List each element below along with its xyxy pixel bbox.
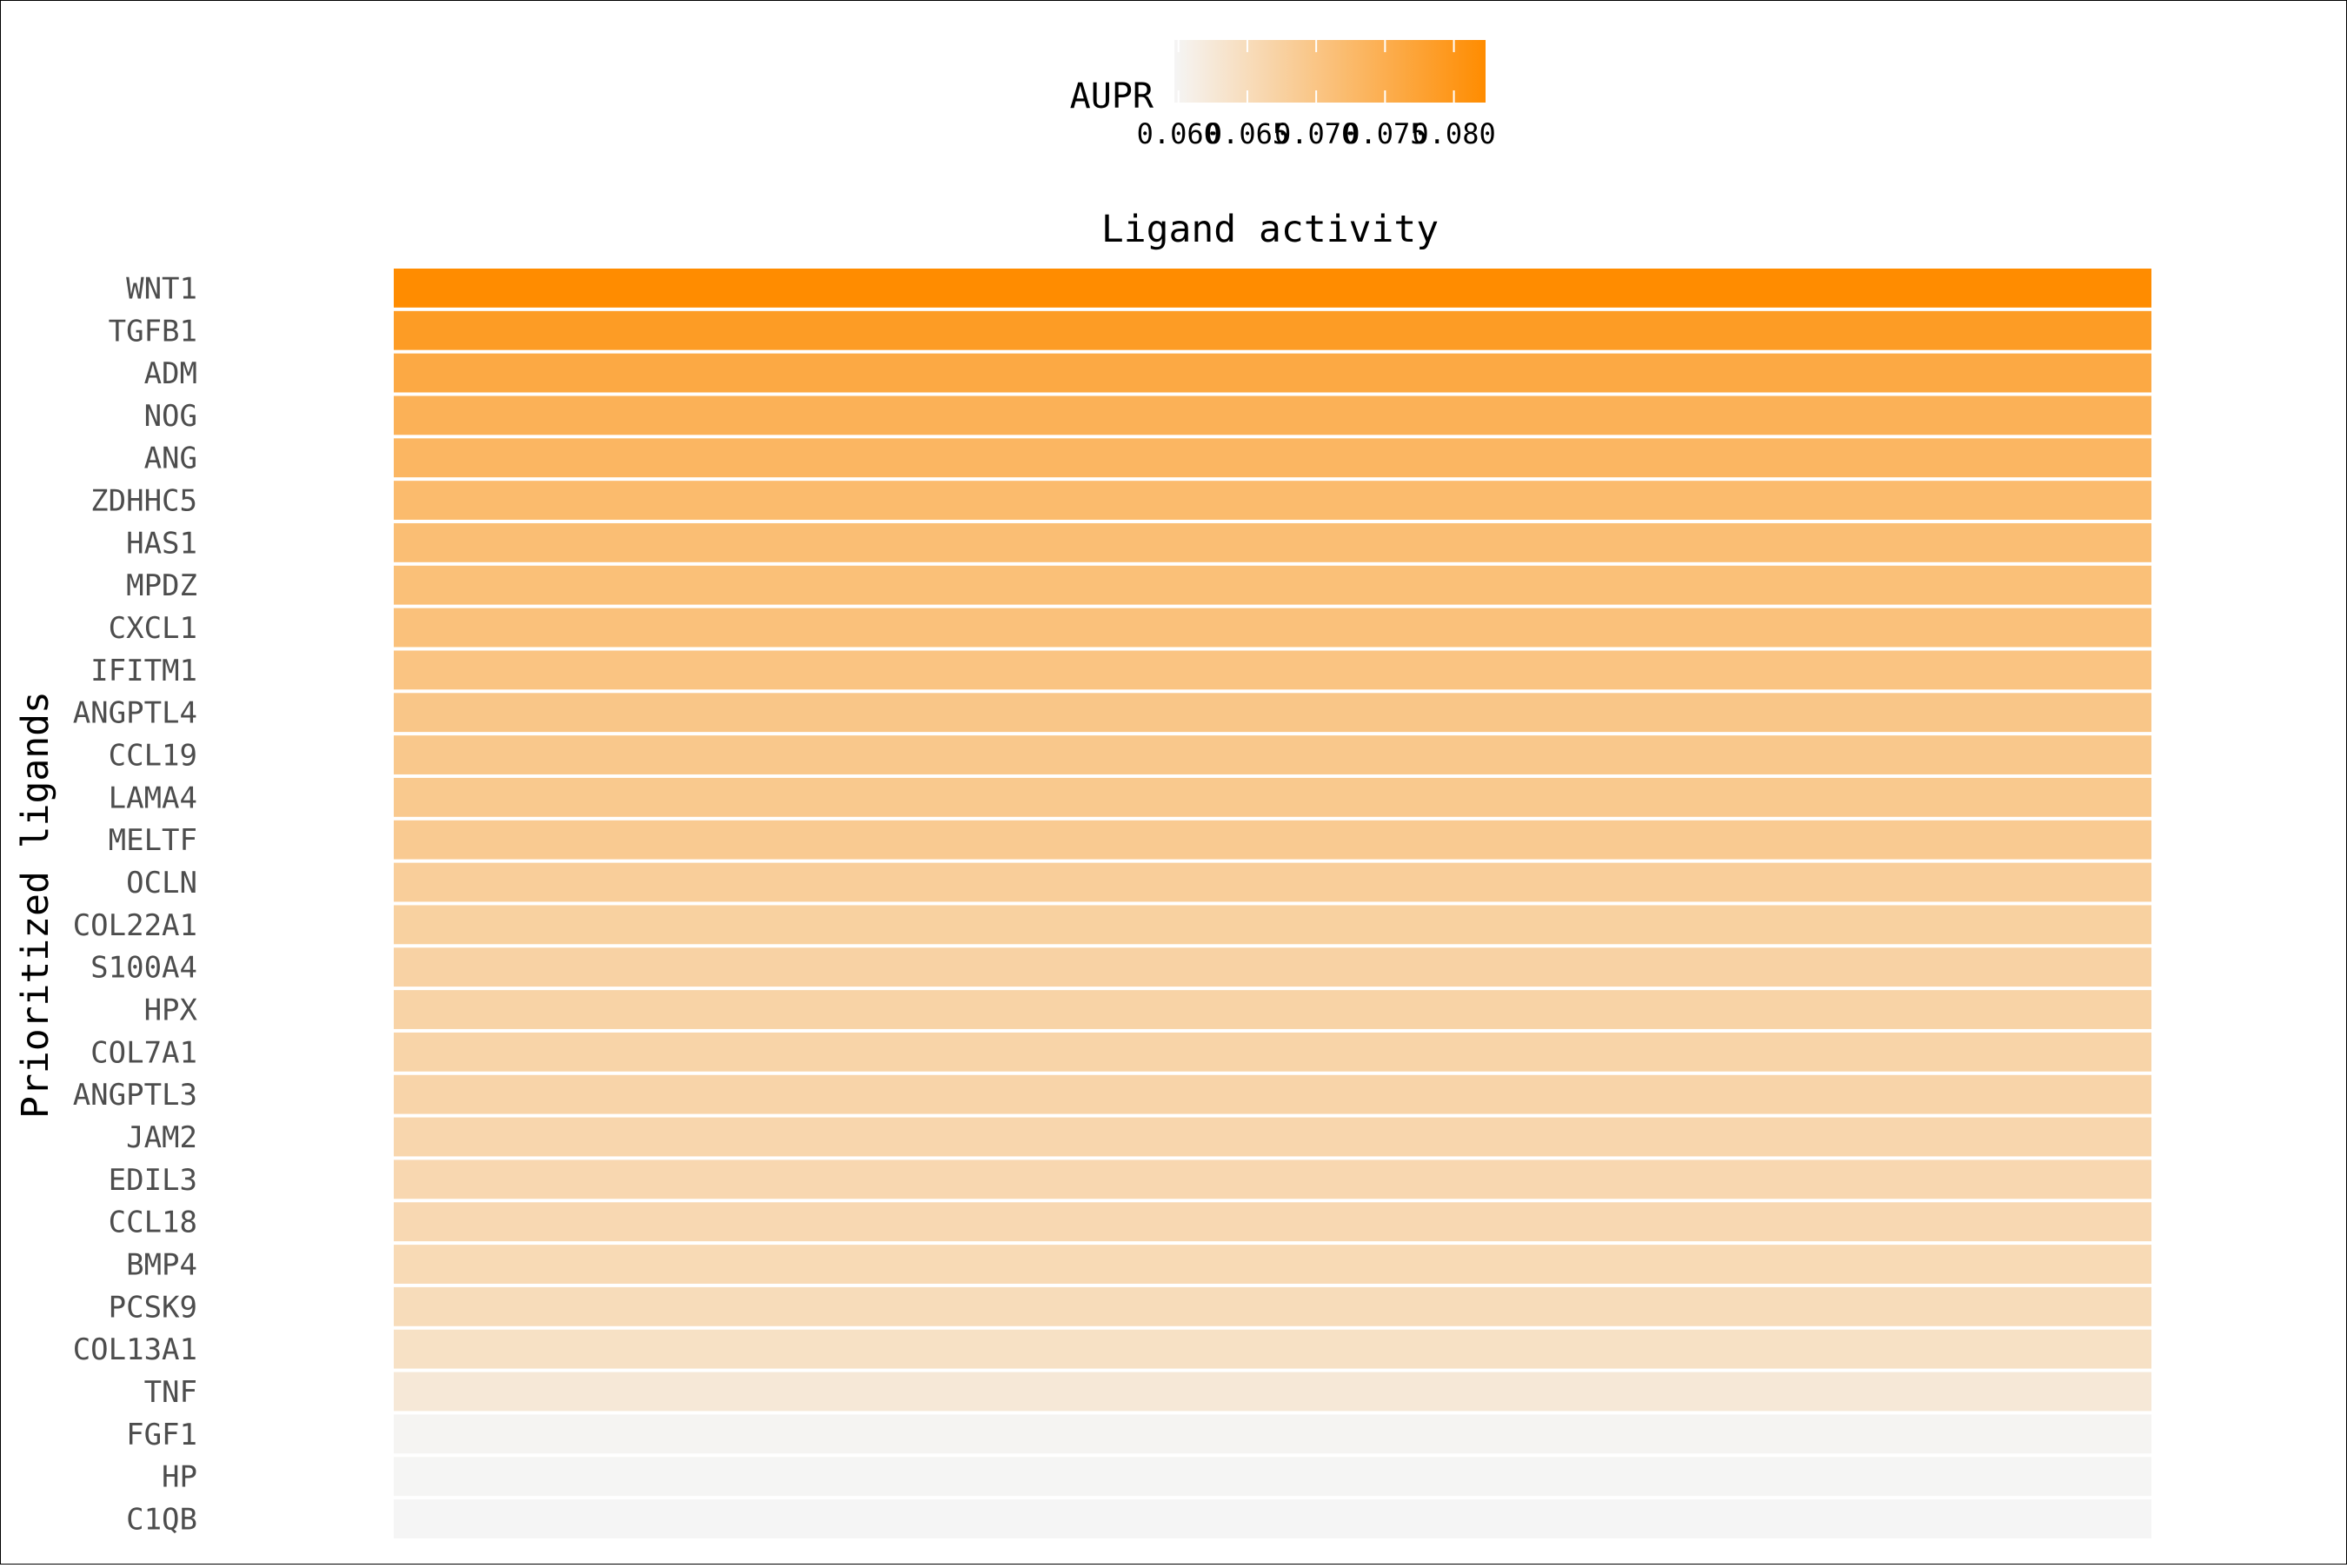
y-tick-label: ANGPTL4 bbox=[73, 696, 197, 731]
y-tick-label: ANGPTL3 bbox=[73, 1078, 197, 1113]
heatmap-cell-angptl3 bbox=[394, 1074, 2151, 1114]
legend-tick-label: 0.080 bbox=[1412, 117, 1495, 150]
heatmap-cell-ccl19 bbox=[394, 735, 2151, 774]
heatmap-cell-edil3 bbox=[394, 1159, 2151, 1199]
heatmap-cell-ocln bbox=[394, 862, 2151, 902]
y-tick-label: HPX bbox=[144, 993, 198, 1028]
y-tick-label: S100A4 bbox=[90, 951, 197, 986]
heatmap-cell-col22a1 bbox=[394, 905, 2151, 945]
y-tick-label: BMP4 bbox=[126, 1248, 197, 1283]
legend-tick-label: 0.070 bbox=[1274, 117, 1358, 150]
y-tick-label: OCLN bbox=[126, 866, 197, 900]
y-tick-label: ZDHHC5 bbox=[90, 484, 197, 519]
heatmap-cell-ang bbox=[394, 438, 2151, 478]
y-tick-label: FGF1 bbox=[126, 1418, 197, 1452]
y-tick-label: MPDZ bbox=[126, 568, 197, 603]
heatmap-cell-s100a4 bbox=[394, 947, 2151, 987]
y-tick-label: MELTF bbox=[109, 823, 197, 858]
y-tick-label: CCL19 bbox=[109, 739, 197, 774]
heatmap-cell-col7a1 bbox=[394, 1032, 2151, 1072]
heatmap-cell-mpdz bbox=[394, 565, 2151, 605]
y-tick-label: ANG bbox=[144, 442, 197, 476]
heatmap-cell-c1qb bbox=[394, 1499, 2151, 1538]
heatmap-cell-cxcl1 bbox=[394, 608, 2151, 648]
legend-tick-label: 0.065 bbox=[1206, 117, 1289, 150]
heatmap-cell-zdhhc5 bbox=[394, 481, 2151, 520]
heatmap-cell-tnf bbox=[394, 1372, 2151, 1412]
legend-tick-label: 0.075 bbox=[1343, 117, 1426, 150]
heatmap-cell-col13a1 bbox=[394, 1329, 2151, 1369]
heatmap-cell-fgf1 bbox=[394, 1414, 2151, 1454]
y-tick-label: LAMA4 bbox=[109, 781, 197, 815]
y-tick-label: WNT1 bbox=[126, 271, 197, 306]
y-tick-label: C1QB bbox=[126, 1502, 197, 1537]
chart-title: Ligand activity bbox=[1101, 208, 1439, 251]
heatmap-cell-angptl4 bbox=[394, 693, 2151, 733]
heatmap-cell-nog bbox=[394, 395, 2151, 435]
heatmap-cell-ccl18 bbox=[394, 1202, 2151, 1242]
y-tick-label: TGFB1 bbox=[109, 314, 197, 349]
y-tick-label: PCSK9 bbox=[109, 1290, 197, 1325]
heatmap-cell-pcsk9 bbox=[394, 1286, 2151, 1326]
heatmap-cell-meltf bbox=[394, 820, 2151, 860]
heatmap-cell-ifitm1 bbox=[394, 650, 2151, 690]
heatmap-cell-wnt1 bbox=[394, 269, 2151, 308]
y-tick-label: HP bbox=[162, 1460, 197, 1495]
heatmap-cell-lama4 bbox=[394, 777, 2151, 817]
y-tick-label: COL7A1 bbox=[90, 1035, 197, 1070]
y-tick-label: CCL18 bbox=[109, 1206, 197, 1240]
y-tick-label: COL13A1 bbox=[73, 1332, 197, 1367]
heatmap-cell-tgfb1 bbox=[394, 310, 2151, 350]
y-axis-title: Prioritized ligands bbox=[14, 691, 57, 1119]
heatmap-cell-has1 bbox=[394, 522, 2151, 562]
y-tick-label: JAM2 bbox=[126, 1120, 197, 1155]
heatmap-cell-hpx bbox=[394, 990, 2151, 1029]
y-tick-label: CXCL1 bbox=[109, 611, 197, 646]
heatmap-cell-bmp4 bbox=[394, 1245, 2151, 1284]
y-tick-label: IFITM1 bbox=[90, 654, 197, 688]
legend-colorbar bbox=[1174, 40, 1486, 103]
y-tick-label: TNF bbox=[144, 1375, 197, 1410]
y-tick-label: ADM bbox=[144, 356, 197, 391]
legend-tick-label: 0.060 bbox=[1137, 117, 1220, 150]
legend-title: AUPR bbox=[1070, 76, 1154, 116]
heatmap-cell-hp bbox=[394, 1457, 2151, 1497]
heatmap-cell-jam2 bbox=[394, 1117, 2151, 1157]
y-tick-label: NOG bbox=[144, 399, 197, 434]
y-tick-label: COL22A1 bbox=[73, 908, 197, 943]
y-tick-label: EDIL3 bbox=[109, 1163, 197, 1198]
y-tick-label: HAS1 bbox=[126, 526, 197, 561]
heatmap-cells bbox=[394, 269, 2151, 1538]
y-tick-labels: WNT1 TGFB1 ADM NOG ANG ZDHHC5 HAS1 MPDZ CXCL1 IFI… bbox=[73, 271, 198, 1537]
heatmap-cell-adm bbox=[394, 353, 2151, 393]
